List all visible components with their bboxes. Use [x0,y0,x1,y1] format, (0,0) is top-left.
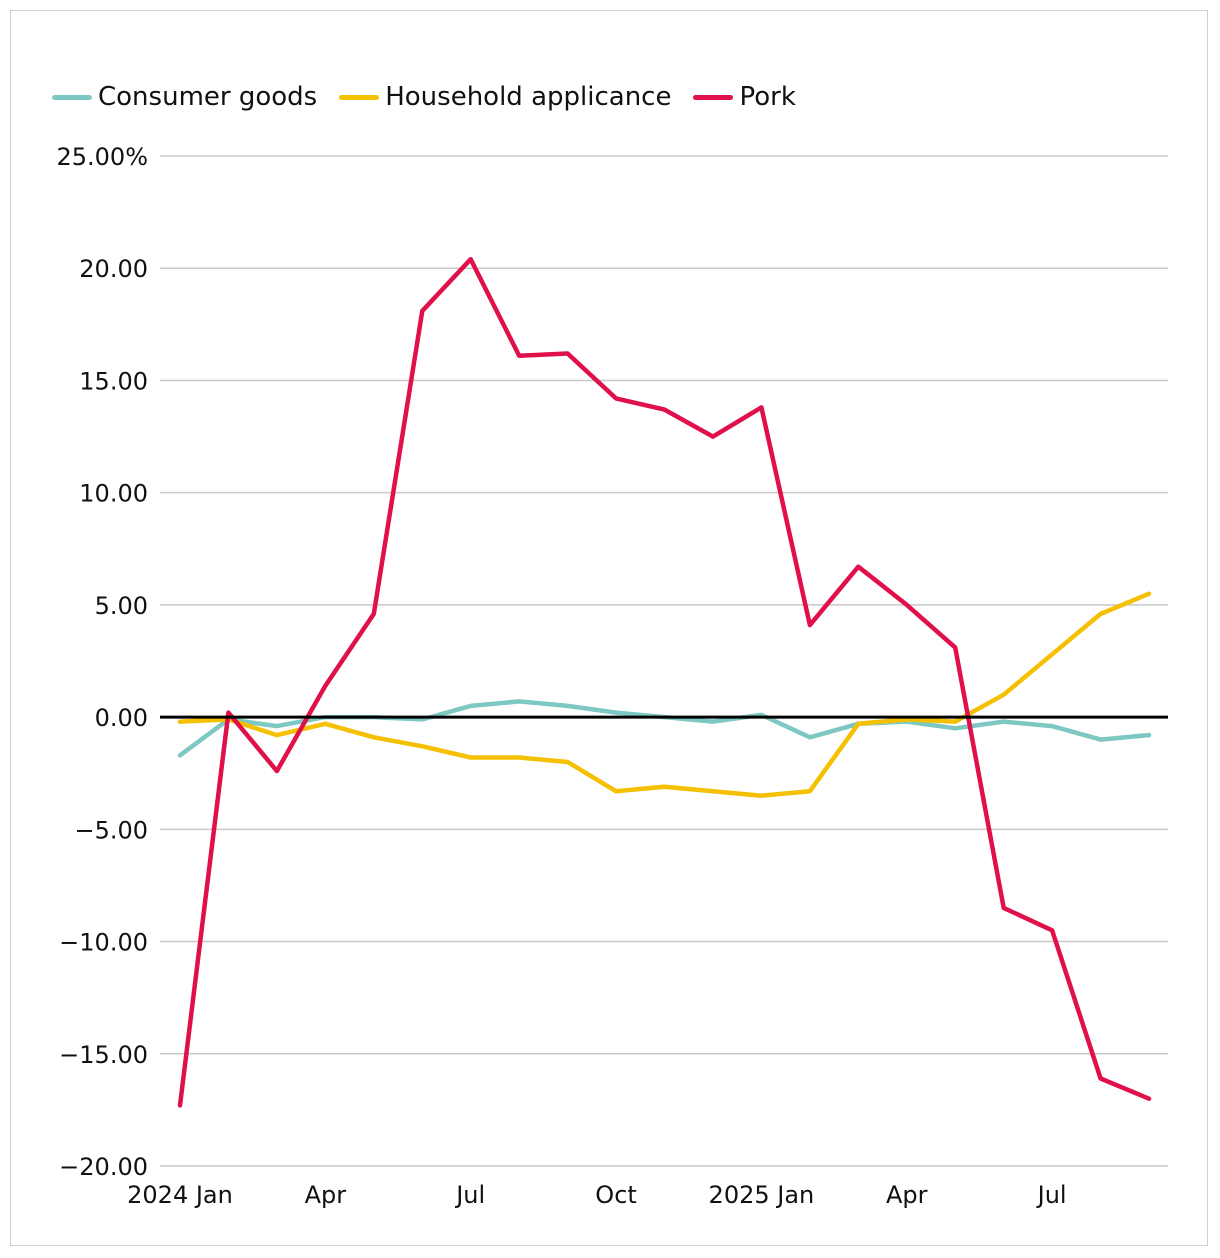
y-tick-label: 20.00 [79,255,148,283]
x-tick-label: Jul [1036,1181,1067,1209]
y-tick-label: −10.00 [59,929,148,957]
legend: Consumer goods Household applicance Pork [52,82,796,112]
x-tick-label: Oct [595,1181,637,1209]
y-tick-label: −15.00 [59,1041,148,1069]
chart-frame [10,10,1208,1246]
y-tick-label: −20.00 [59,1153,148,1181]
x-tick-label: 2024 Jan [127,1181,233,1209]
y-tick-label: 10.00 [79,480,148,508]
legend-item-household-applicance: Household applicance [339,82,671,112]
legend-swatch-pork [693,94,734,100]
x-tick-label: Jul [454,1181,485,1209]
legend-label-pork: Pork [739,82,796,112]
legend-swatch-consumer-goods [52,94,92,100]
y-tick-label: 15.00 [79,367,148,395]
legend-swatch-household-applicance [339,94,380,100]
legend-item-pork: Pork [693,82,796,112]
legend-label-consumer-goods: Consumer goods [98,82,318,112]
y-tick-label: 0.00 [95,704,148,732]
series-line-household-applicance [177,591,1152,798]
x-tick-label: Apr [305,1181,347,1209]
y-tick-label: −5.00 [74,816,148,844]
y-tick-label: 25.00% [56,143,148,171]
x-tick-label: Apr [886,1181,928,1209]
legend-label-household-applicance: Household applicance [385,82,672,112]
series-line-pork [177,256,1152,1108]
legend-item-consumer-goods: Consumer goods [52,82,317,112]
series-line-consumer-goods [177,699,1152,758]
y-tick-label: 5.00 [95,592,148,620]
x-tick-label: 2025 Jan [709,1181,815,1209]
